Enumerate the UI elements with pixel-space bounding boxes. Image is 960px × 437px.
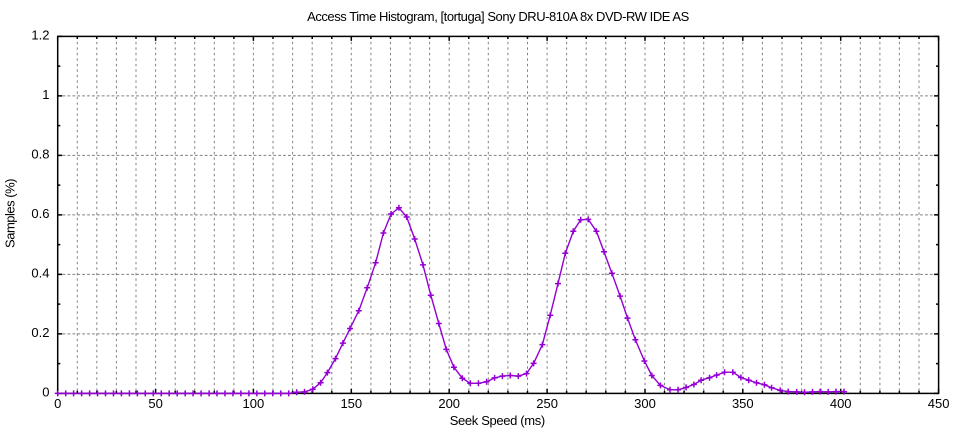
svg-text:0: 0 [54, 396, 61, 411]
svg-text:400: 400 [830, 396, 852, 411]
svg-text:Samples (%): Samples (%) [3, 179, 18, 248]
svg-text:0.6: 0.6 [31, 206, 49, 221]
svg-text:250: 250 [536, 396, 558, 411]
svg-text:100: 100 [243, 396, 265, 411]
svg-text:300: 300 [634, 396, 656, 411]
svg-text:150: 150 [340, 396, 362, 411]
svg-text:200: 200 [438, 396, 460, 411]
svg-text:0: 0 [42, 385, 49, 400]
svg-text:Access Time Histogram, [tortug: Access Time Histogram, [tortuga] Sony DR… [307, 9, 690, 24]
svg-text:1.2: 1.2 [31, 28, 49, 43]
svg-text:50: 50 [148, 396, 162, 411]
svg-text:0.2: 0.2 [31, 325, 49, 340]
svg-text:1: 1 [42, 87, 49, 102]
svg-text:350: 350 [732, 396, 754, 411]
svg-text:Seek Speed (ms): Seek Speed (ms) [450, 413, 545, 428]
svg-text:0.4: 0.4 [31, 266, 49, 281]
svg-text:450: 450 [928, 396, 950, 411]
svg-text:0.8: 0.8 [31, 147, 49, 162]
